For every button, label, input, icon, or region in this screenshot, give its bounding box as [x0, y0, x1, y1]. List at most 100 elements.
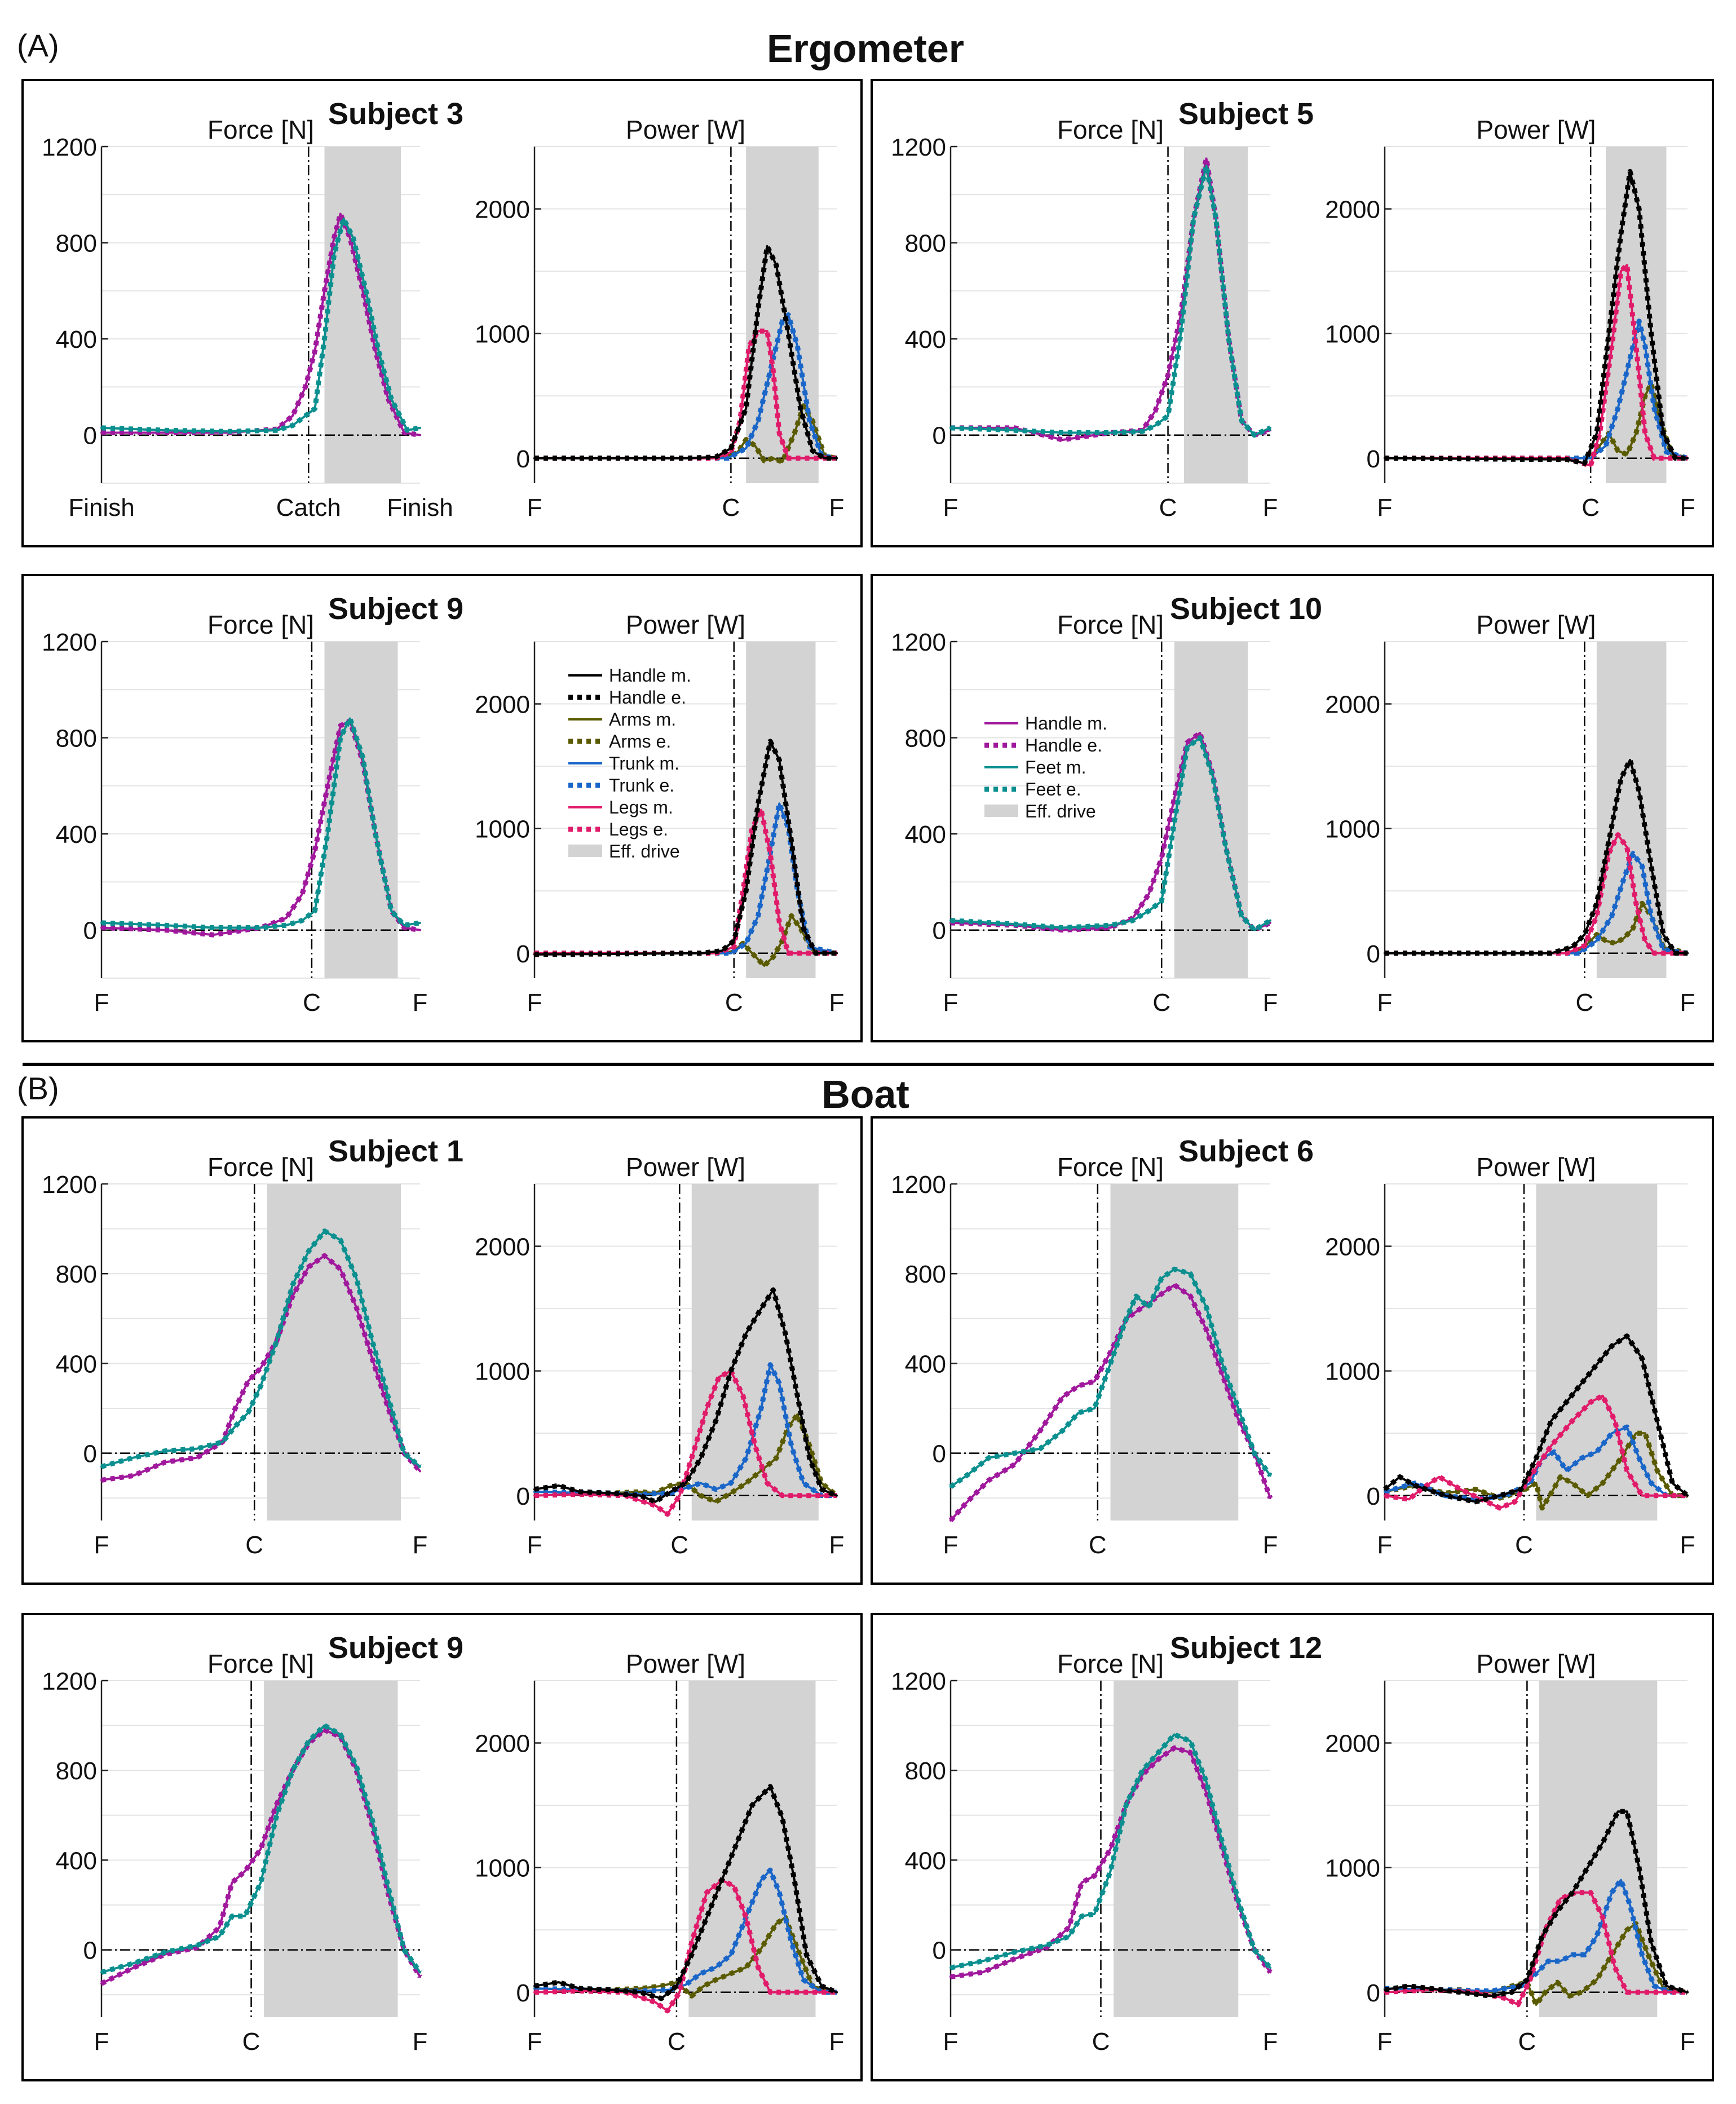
legend-label: Feet m.	[1025, 757, 1086, 777]
x-tick-label: C	[722, 494, 740, 521]
section-label-a: (A)	[17, 28, 59, 63]
x-tick-label: F	[1377, 1531, 1393, 1559]
y-tick-label: 1200	[42, 134, 97, 161]
subject-title: Subject 5	[1178, 97, 1314, 131]
handle-estimated-line	[534, 1784, 838, 2001]
y-tick-label: 1000	[475, 816, 530, 843]
panel-boat-subject-12-power-axes: 0 1000 2000 F C F Power [W]	[1325, 1649, 1695, 2056]
panel-ergometer-subject-10-force-axes: 0 400 800 1200 F C F Force [N]	[891, 610, 1278, 1016]
y-tick-label: 800	[56, 1757, 97, 1785]
feet-estimated-line	[950, 163, 1271, 438]
x-tick-label: C	[1518, 2028, 1536, 2056]
y-tick-label: 2000	[1325, 1234, 1380, 1261]
handle-estimated-line	[534, 1287, 838, 1505]
handle-estimated-line	[101, 718, 421, 938]
eff-drive-region	[324, 642, 398, 978]
force-axis-title: Force [N]	[1057, 1152, 1164, 1182]
subject-title: Subject 10	[1170, 592, 1322, 626]
panel-boat-subject-6-power-axes: 0 1000 2000 F C F Power [W]	[1325, 1152, 1695, 1559]
x-tick-label: C	[1582, 494, 1600, 521]
y-tick-label: 2000	[475, 1234, 530, 1261]
feet-measured-line	[949, 1268, 1271, 1488]
y-tick-label: 400	[905, 1350, 946, 1378]
y-tick-label: 0	[516, 1979, 530, 2007]
x-tick-label: C	[1092, 2028, 1110, 2056]
x-tick-label: F	[527, 2028, 542, 2056]
force-axis-title: Force [N]	[1057, 115, 1164, 144]
arms-estimated-line	[1384, 1430, 1688, 1511]
x-tick-label: F	[1680, 494, 1695, 521]
y-tick-label: 1000	[1325, 321, 1380, 348]
panel-ergometer-subject-5-force-axes: 0 400 800 1200 F C F Force [N]	[891, 115, 1278, 521]
force-axis-title: Force [N]	[207, 115, 314, 144]
legend-label: Trunk e.	[609, 775, 674, 795]
subject-title: Subject 6	[1178, 1134, 1314, 1168]
eff-drive-region	[267, 1184, 401, 1520]
handle-estimated-line	[101, 1253, 422, 1483]
x-tick-label: Finish	[68, 494, 134, 521]
y-tick-label: 2000	[475, 1730, 530, 1758]
x-tick-label: F	[1263, 989, 1278, 1016]
panel-ergometer-subject-9: Subject 9 0 400 800 1200 F C F Force [N] 0 1000 200…	[21, 574, 863, 1042]
subject-title: Subject 9	[328, 592, 463, 626]
panel-ergometer-subject-10-power-axes: 0 1000 2000 F C F Power [W]	[1325, 610, 1695, 1016]
x-tick-label: C	[1576, 989, 1594, 1016]
x-tick-label: F	[1263, 1531, 1278, 1559]
y-tick-label: 1200	[891, 1668, 946, 1695]
panel-border	[871, 1613, 1714, 2081]
x-tick-label: C	[1089, 1531, 1107, 1559]
x-tick-label: F	[829, 2028, 845, 2056]
y-tick-label: 0	[83, 1937, 97, 1965]
y-tick-label: 400	[905, 821, 946, 848]
force-axis-title: Force [N]	[1057, 1649, 1164, 1678]
y-tick-label: 2000	[475, 196, 530, 224]
x-tick-label: C	[1159, 494, 1177, 521]
handle-estimated-line	[951, 156, 1271, 443]
x-tick-label: F	[829, 989, 845, 1016]
legend-power: Handle m.Handle e.Arms m.Arms e.Trunk m.…	[568, 665, 691, 861]
handle-estimated-line	[100, 1727, 422, 1986]
y-tick-label: 800	[905, 1261, 946, 1288]
y-tick-label: 800	[56, 1261, 97, 1288]
x-tick-label: F	[1377, 494, 1393, 521]
feet-estimated-line	[950, 1732, 1273, 1970]
panel-ergometer-subject-9-force-axes: 0 400 800 1200 F C F Force [N]	[42, 610, 427, 1016]
x-tick-label: C	[725, 989, 743, 1016]
subject-title: Subject 1	[328, 1134, 463, 1168]
x-tick-label: C	[1515, 1531, 1533, 1559]
x-tick-label: F	[94, 989, 109, 1016]
legend-label: Handle e.	[609, 687, 686, 708]
x-tick-label: F	[943, 989, 958, 1016]
y-tick-label: 0	[83, 1440, 97, 1468]
legend-swatch	[568, 845, 602, 857]
legs-estimated-line	[1384, 1890, 1688, 2008]
panel-ergometer-subject-5-power-axes: 0 1000 2000 F C F Power [W]	[1325, 115, 1695, 521]
y-tick-label: 1000	[475, 321, 530, 348]
x-tick-label: F	[1263, 2028, 1278, 2056]
y-tick-label: 0	[83, 917, 97, 945]
y-tick-label: 1000	[1325, 816, 1380, 843]
y-tick-label: 0	[933, 1440, 946, 1468]
trunk-estimated-line	[1384, 1424, 1688, 1502]
section-title-ergometer: Ergometer	[767, 26, 964, 70]
feet-estimated-line	[100, 1723, 422, 1975]
x-tick-label: F	[413, 1531, 428, 1559]
panel-boat-subject-1-force-axes: 0 400 800 1200 F C F Force [N]	[42, 1152, 427, 1559]
panel-ergometer-subject-3-force-axes: 0 400 800 1200 Finish Catch Finish Force [N]	[42, 115, 453, 521]
y-tick-label: 0	[516, 940, 530, 968]
panel-boat-subject-1: Subject 1 0 400 800 1200 F C F Force [N] 0 1000 200…	[21, 1116, 863, 1585]
power-axis-title: Power [W]	[626, 610, 745, 639]
trunk-estimated-line	[535, 312, 837, 461]
y-tick-label: 0	[933, 917, 946, 945]
y-tick-label: 800	[905, 230, 946, 258]
y-tick-label: 1000	[475, 1358, 530, 1386]
panel-ergometer-subject-9-power-axes: 0 1000 2000 F C F Power [W]	[475, 610, 844, 1016]
force-axis-title: Force [N]	[207, 610, 314, 639]
section-title-boat: Boat	[821, 1072, 909, 1116]
y-tick-label: 1000	[475, 1855, 530, 1882]
power-axis-title: Power [W]	[1476, 1649, 1596, 1678]
eff-drive-region	[324, 147, 401, 483]
panel-border	[871, 574, 1714, 1042]
x-tick-label: F	[527, 989, 542, 1016]
